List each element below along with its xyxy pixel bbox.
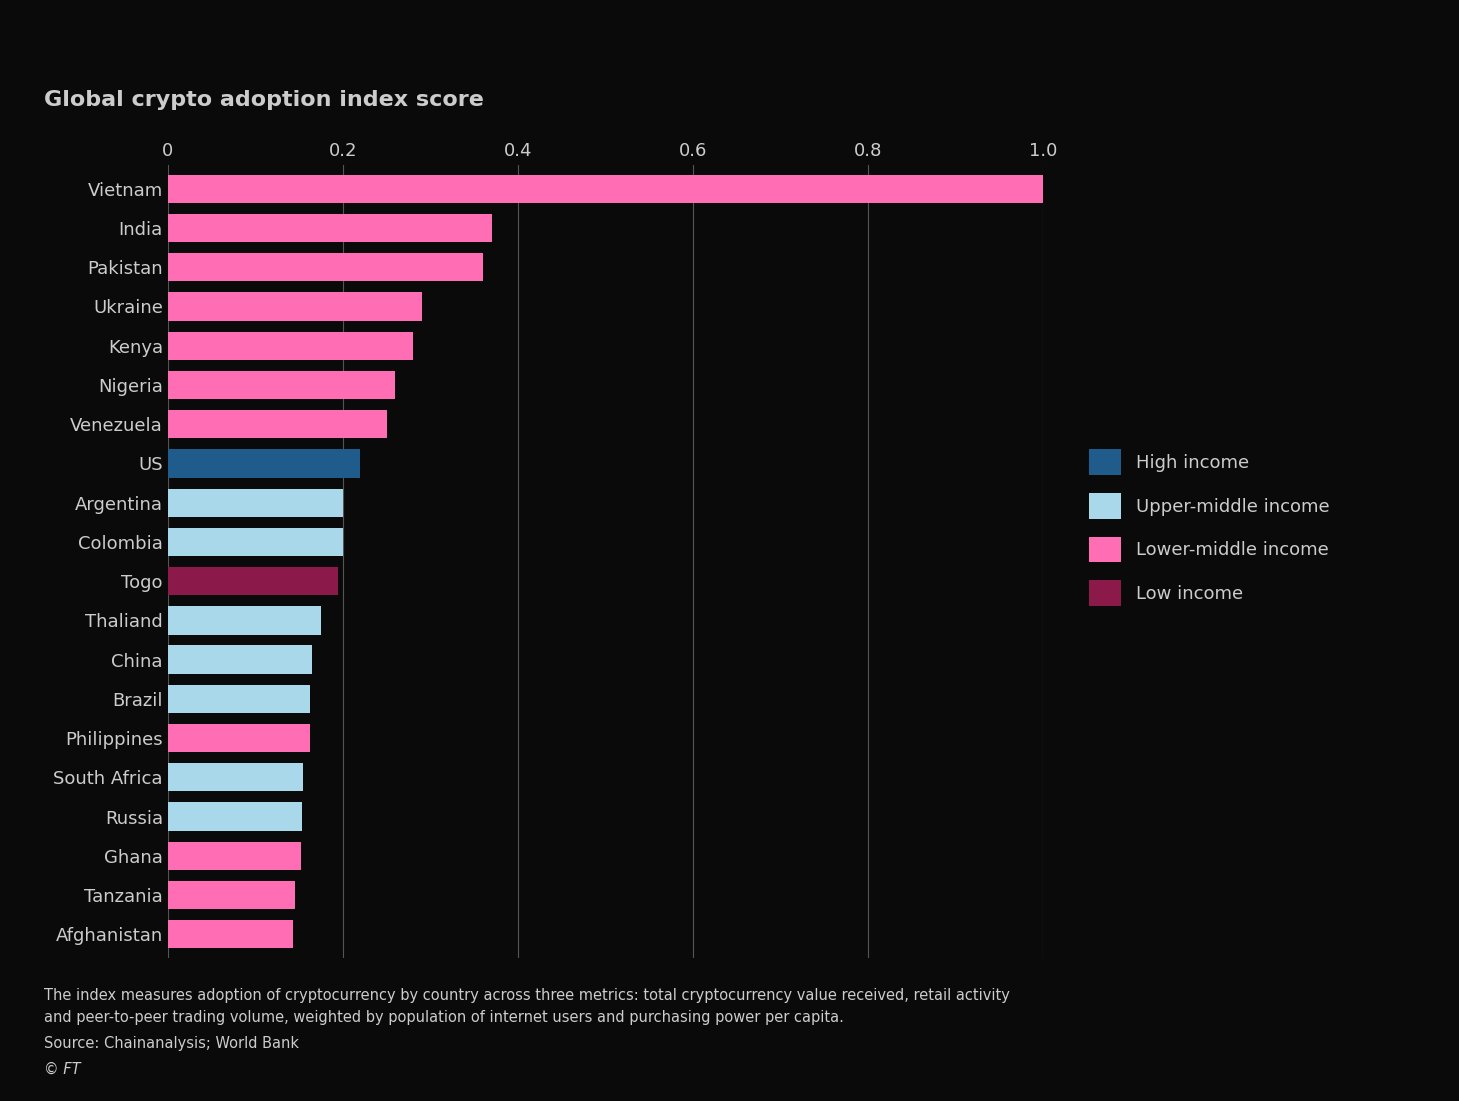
Text: and peer-to-peer trading volume, weighted by population of internet users and pu: and peer-to-peer trading volume, weighte… (44, 1010, 843, 1025)
Bar (168, 489, 343, 516)
Bar (168, 331, 413, 360)
Bar (168, 607, 321, 634)
Bar (168, 449, 360, 478)
Bar (168, 920, 293, 948)
Bar (168, 841, 301, 870)
Text: © FT: © FT (44, 1061, 80, 1077)
Text: The index measures adoption of cryptocurrency by country across three metrics: t: The index measures adoption of cryptocur… (44, 988, 1010, 1003)
Bar (168, 527, 343, 556)
Bar (168, 763, 303, 792)
Bar (168, 881, 295, 909)
Bar (168, 410, 387, 438)
Bar (168, 175, 1043, 203)
Text: Global crypto adoption index score: Global crypto adoption index score (44, 90, 483, 110)
Bar (168, 645, 312, 674)
Legend: High income, Upper-middle income, Lower-middle income, Low income: High income, Upper-middle income, Lower-… (1088, 449, 1329, 606)
Text: Source: Chainanalysis; World Bank: Source: Chainanalysis; World Bank (44, 1036, 299, 1051)
Bar (168, 685, 311, 713)
Bar (168, 803, 302, 831)
Bar (168, 292, 422, 320)
Bar (168, 567, 338, 596)
Bar (168, 214, 492, 242)
Bar (168, 371, 395, 399)
Bar (168, 724, 309, 752)
Bar (168, 253, 483, 282)
